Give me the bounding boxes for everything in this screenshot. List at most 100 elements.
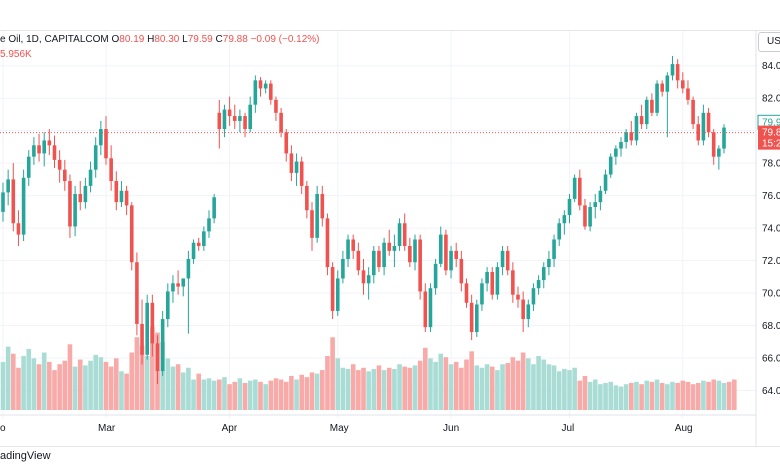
tradingview-logo[interactable]: adingView <box>0 450 51 462</box>
candle <box>140 299 144 365</box>
volume-bar <box>175 364 181 410</box>
volume-bar <box>242 383 248 410</box>
candle <box>6 169 10 206</box>
candle-body <box>99 129 103 146</box>
candle <box>202 226 206 251</box>
volume-bar <box>556 371 562 410</box>
candle-body <box>160 319 165 372</box>
volume-bar <box>72 366 78 410</box>
volume-bar <box>232 381 238 410</box>
volume-bar <box>206 378 212 410</box>
volume-bar <box>474 365 480 410</box>
candle-body <box>402 223 407 246</box>
volume-bar <box>428 358 433 410</box>
price-label-current-text: 79.8 <box>762 128 780 139</box>
currency-button[interactable]: USD <box>758 32 780 52</box>
volume-bar <box>402 366 407 410</box>
candle <box>588 202 592 232</box>
volume-bar <box>479 367 485 410</box>
time-tick-label: Jun <box>443 423 459 434</box>
candle-body <box>253 80 258 105</box>
volume-bar <box>489 366 495 410</box>
candle <box>552 234 556 268</box>
volume-bar <box>21 356 26 410</box>
price-tick-label: 78.00 <box>762 159 780 170</box>
candle <box>356 242 361 276</box>
low-value: 79.59 <box>187 34 213 45</box>
candle <box>68 174 72 238</box>
candle-body <box>624 132 628 143</box>
symbol-title[interactable]: e Oil, 1D, CAPITALCOM <box>0 34 109 45</box>
candle-body <box>433 263 438 289</box>
candle-body <box>608 156 613 175</box>
volume-bar <box>443 357 449 410</box>
candle <box>325 213 330 276</box>
candle <box>21 169 26 242</box>
candle-body <box>330 267 335 311</box>
candle-body <box>670 64 675 76</box>
candle-body <box>284 132 289 154</box>
candle-body <box>675 64 680 81</box>
candle-body <box>691 99 695 125</box>
price-tick-label: 64.00 <box>762 386 780 397</box>
top-toolbar <box>0 0 780 31</box>
high-label: H <box>147 34 155 45</box>
candle <box>186 250 191 334</box>
candle <box>171 275 175 303</box>
candle-body <box>47 140 52 146</box>
volume-bar <box>62 360 68 410</box>
candle-body <box>341 258 345 279</box>
volume-bar <box>217 379 222 410</box>
candle <box>310 202 314 251</box>
candle <box>634 112 639 146</box>
symbol-legend: e Oil, 1D, CAPITALCOM O80.19 H80.30 L79.… <box>0 34 320 45</box>
candle <box>681 72 685 94</box>
footer-bar <box>0 446 780 471</box>
volume-bar <box>541 359 547 410</box>
volume-bar <box>268 380 274 410</box>
candle <box>166 283 170 328</box>
volume-bar <box>124 373 129 410</box>
volume-bar <box>144 356 150 410</box>
volume-bar <box>67 344 73 410</box>
candle <box>294 153 299 186</box>
candle <box>624 129 628 149</box>
candle-body <box>78 194 83 203</box>
volume-bar <box>356 370 361 410</box>
volume-bar <box>531 364 536 410</box>
candle <box>557 218 561 246</box>
volume-bar <box>680 380 686 410</box>
volume-bar <box>361 367 366 410</box>
volume-bar <box>52 370 57 410</box>
volume-bar <box>335 358 341 410</box>
candle-body <box>516 294 520 300</box>
candle-body <box>93 145 98 170</box>
candle-body <box>505 250 510 271</box>
candle-body <box>16 223 21 235</box>
candle <box>459 250 464 292</box>
volume-bar <box>314 373 320 410</box>
volume-bar <box>253 379 258 410</box>
candle <box>191 239 196 264</box>
candle <box>675 59 680 89</box>
candle <box>243 112 247 138</box>
volume-bar <box>237 378 243 410</box>
candle <box>722 124 726 154</box>
candle-body <box>6 179 10 193</box>
candle <box>16 210 21 246</box>
volume-bar <box>222 377 227 410</box>
candle-body <box>500 250 505 268</box>
volume-bar <box>320 370 325 410</box>
candle-body <box>629 132 634 141</box>
candle-body <box>536 280 541 289</box>
candle <box>428 283 433 333</box>
candle <box>222 104 227 138</box>
candle-body <box>634 116 639 141</box>
candle-body <box>655 83 659 113</box>
time-tick-label: Apr <box>222 423 238 434</box>
candle <box>603 169 608 195</box>
volume-bar <box>397 364 402 410</box>
volume-bar <box>417 360 423 410</box>
